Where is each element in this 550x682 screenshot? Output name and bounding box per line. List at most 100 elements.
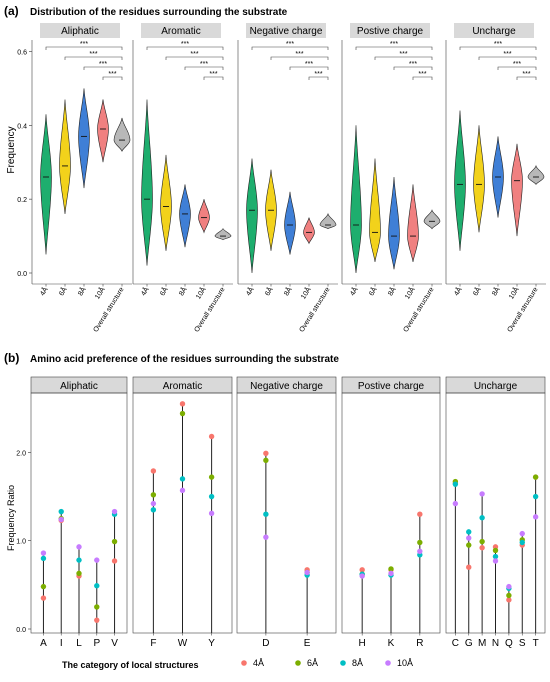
panel-b-point	[532, 514, 539, 520]
panel-b-title: Amino acid preference of the residues su…	[30, 354, 339, 365]
panel-b-point	[519, 530, 525, 537]
panel-b-point	[466, 542, 472, 548]
panel-a-x-tick-label: 8Å	[76, 285, 88, 297]
panel-a-y-tick-label: 0.0	[17, 271, 27, 278]
panel-b-point	[506, 583, 512, 590]
panel-b-point	[76, 570, 82, 577]
panel-b-point	[208, 510, 215, 517]
panel-a-significance-label: ***	[503, 51, 511, 58]
panel-b-point	[76, 557, 82, 563]
panel-b-point	[417, 548, 423, 554]
panel-a-violin	[407, 184, 419, 262]
panel-a-violin	[59, 99, 71, 214]
panel-b-facet-label: Aromatic	[163, 381, 202, 392]
panel-a-violin	[303, 217, 315, 245]
panel-b-point	[452, 500, 459, 507]
panel-b-point	[466, 535, 472, 541]
panel-a-significance-bracket	[355, 46, 433, 50]
panel-a-x-tick-label: 10Å	[506, 285, 520, 301]
legend-label: 4Å	[253, 658, 264, 668]
panel-a-significance-bracket	[459, 46, 537, 50]
panel-a-significance-label: ***	[522, 71, 530, 78]
panel-b-x-tick-label: M	[478, 638, 486, 649]
panel-b-point	[359, 573, 365, 579]
panel-a-significance-bracket	[102, 76, 123, 80]
panel-b-facet-label: Negative charge	[250, 381, 323, 392]
panel-a-violin	[198, 199, 210, 234]
panel-b-point	[492, 553, 499, 560]
panel-a-facet-label: Aromatic	[161, 26, 200, 37]
panel-b-point	[359, 567, 365, 573]
panel-b-point	[179, 476, 186, 482]
panel-a-significance-label: ***	[209, 71, 217, 78]
panel-b-plot: 0.0 1.0 2.0 Aliphatic A I L P V Aromatic F W Y Negati…	[16, 376, 546, 649]
panel-a-violin	[473, 125, 485, 233]
panel-a-facet-strip	[350, 23, 430, 38]
panel-a-title: Distribution of the residues surrounding…	[30, 7, 288, 18]
panel-b-x-tick-label: K	[388, 638, 395, 649]
panel-a-significance-label: ***	[200, 61, 208, 68]
panel-b-point	[208, 474, 215, 480]
panel-a-x-tick-label: 6Å	[367, 285, 379, 297]
panel-a-significance-label: ***	[494, 41, 502, 48]
panel-b-point	[263, 534, 269, 540]
panel-b-point	[179, 487, 186, 494]
panel-a-x-tick-label: 4Å	[38, 285, 50, 297]
panel-b-point	[506, 597, 512, 603]
panel-a-violin	[246, 158, 258, 274]
panel-b-x-tick-label: S	[519, 638, 526, 649]
panel-b-x-tick-label: P	[93, 638, 100, 649]
panel-b-point	[111, 508, 118, 515]
panel-a-violin	[40, 114, 52, 255]
panel-b-letter: (b)	[4, 351, 19, 365]
panel-b-point	[150, 468, 157, 474]
panel-b-point	[94, 557, 100, 563]
panel-b-y-tick-label: 0.0	[16, 627, 26, 634]
panel-b-x-tick-label: R	[416, 638, 423, 649]
panel-b-point	[492, 547, 499, 554]
panel-a-x-tick-label: 4Å	[452, 285, 464, 297]
panel-a-x-tick-label: 4Å	[139, 285, 151, 297]
panel-b-point	[532, 493, 539, 500]
panel-a-significance-bracket	[64, 56, 123, 60]
panel-b-point	[479, 538, 485, 545]
panel-b-point	[417, 539, 423, 546]
panel-a-significance-bracket	[374, 56, 433, 60]
panel-a-x-tick-label: 8Å	[386, 285, 398, 297]
panel-b-x-tick-label: Y	[208, 638, 215, 649]
panel-b-point	[58, 508, 64, 515]
panel-b-point	[263, 457, 269, 464]
panel-b-point	[179, 401, 186, 407]
panel-b-point	[479, 515, 485, 521]
panel-b-point	[519, 539, 525, 546]
panel-a-facet-label: Negative charge	[250, 26, 323, 37]
panel-a-significance-bracket	[308, 76, 329, 80]
legend-label: 10Å	[397, 658, 413, 668]
legend-label: 6Å	[307, 658, 318, 668]
panel-a-significance-label: ***	[190, 51, 198, 58]
panel-b-facet-frame	[236, 392, 337, 634]
panel-b-point	[479, 545, 485, 551]
panel-a-x-tick-label: 10Å	[298, 285, 312, 301]
panel-a-significance-label: ***	[108, 71, 116, 78]
panel-b-point	[58, 516, 64, 523]
panel-a-x-tick-label: 10Å	[402, 285, 416, 301]
panel-a-significance-bracket	[184, 66, 224, 70]
panel-b-point	[94, 617, 100, 623]
panel-b-x-tick-label: W	[178, 638, 188, 649]
panel-b-point	[417, 511, 423, 517]
panel-a-significance-bracket	[412, 76, 433, 80]
panel-b-point	[388, 566, 394, 572]
panel-a-significance-label: ***	[80, 41, 88, 48]
panel-a-significance-bracket	[203, 76, 224, 80]
panel-a-violin	[113, 117, 131, 153]
panel-a-violin	[214, 227, 232, 241]
panel-b-facet-label: Aliphatic	[60, 381, 98, 392]
panel-a-significance-bracket	[146, 46, 224, 50]
panel-a-violin	[423, 209, 441, 230]
panel-b-point	[94, 583, 100, 589]
panel-b-point	[150, 492, 157, 498]
panel-a-significance-label: ***	[513, 61, 521, 68]
panel-b-x-tick-label: H	[359, 638, 366, 649]
